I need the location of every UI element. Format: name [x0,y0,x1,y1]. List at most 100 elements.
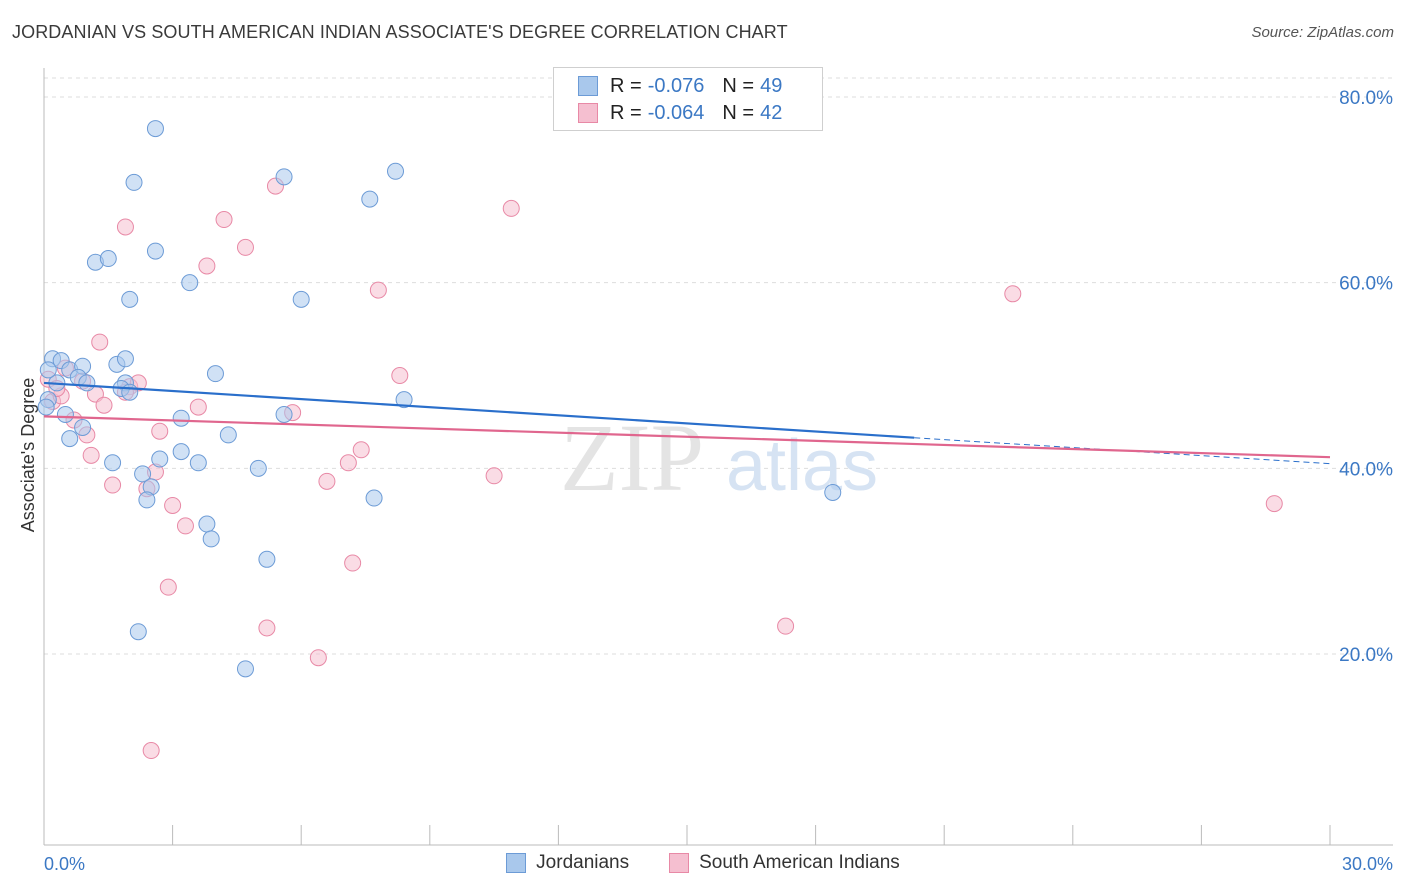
legend-label-jordanians: Jordanians [536,852,630,873]
watermark-zip: ZIP [560,404,704,511]
chart-source: Source: ZipAtlas.com [1251,24,1394,41]
point-south-american-indians [1265,495,1283,513]
point-south-american-indians [82,446,100,464]
point-jordanians [37,398,55,416]
y-tick-label: 60.0% [1339,274,1393,295]
point-jordanians [129,623,147,641]
point-south-american-indians [391,367,409,384]
point-south-american-indians [215,211,233,229]
point-south-american-indians [502,199,520,217]
y-tick-label: 20.0% [1339,645,1393,666]
point-jordanians [125,173,143,191]
point-jordanians [116,350,134,368]
point-jordanians [258,550,276,568]
point-south-american-indians [344,554,362,572]
point-south-american-indians [104,476,122,494]
point-jordanians [219,426,237,444]
point-jordanians [206,365,224,383]
y-tick-label: 80.0% [1339,88,1393,109]
point-jordanians [74,418,92,436]
x-axis [43,68,1393,846]
stats-legend-row-jordanians: R = -0.076 N = 49 [578,74,782,98]
legend-item-south-american-indians[interactable]: South American Indians [669,852,900,874]
legend-swatch-jordanians [578,76,598,96]
gridlines [44,77,1393,655]
point-south-american-indians [95,396,113,414]
point-jordanians [134,465,152,483]
stats-legend: R = -0.076 N = 49 R = -0.064 N = 42 [553,67,823,131]
point-jordanians [275,405,293,423]
point-south-american-indians [485,467,503,485]
point-jordanians [365,489,383,507]
y-axis-tick-labels: 20.0% 40.0% 60.0% 80.0% [1339,88,1393,666]
chart-title: JORDANIAN VS SOUTH AMERICAN INDIAN ASSOC… [12,22,788,42]
trend-line-south-american-indians [43,415,1331,459]
point-jordanians [104,454,122,472]
point-south-american-indians [159,578,177,596]
point-jordanians [138,491,156,509]
point-jordanians [202,530,220,548]
n-value: 42 [760,101,783,124]
series-legend: Jordanians South American Indians [0,852,1406,874]
y-axis-label: Associate's Degree [18,378,38,533]
r-label: R = [610,74,642,97]
legend-label-south-american-indians: South American Indians [699,852,900,873]
n-label: N = [722,101,755,124]
x-tick-label-max: 30.0% [1342,854,1393,874]
point-south-american-indians [369,281,387,299]
n-value: 49 [760,74,783,97]
legend-swatch-sai [578,103,598,123]
trend-line-jordanians [43,381,915,439]
point-jordanians [361,190,379,208]
point-jordanians [275,168,293,186]
point-jordanians [387,162,405,180]
point-jordanians [56,405,74,423]
point-jordanians [146,120,164,138]
r-value: -0.076 [647,74,705,97]
x-tick-label-min: 0.0% [44,854,85,874]
point-south-american-indians [142,742,160,760]
point-jordanians [249,459,267,477]
y-tick-label: 40.0% [1339,459,1393,480]
point-jordanians [78,374,96,392]
point-jordanians [121,383,139,401]
point-south-american-indians [116,218,134,236]
point-south-american-indians [352,441,370,459]
point-south-american-indians [189,398,207,416]
n-label: N = [722,74,755,97]
point-south-american-indians [318,472,336,490]
point-jordanians [292,290,310,308]
legend-item-jordanians[interactable]: Jordanians [506,852,629,874]
point-jordanians [181,274,199,292]
point-jordanians [824,483,842,501]
stats-legend-row-sai: R = -0.064 N = 42 [578,101,782,125]
series-jordanians-points [37,120,842,678]
point-south-american-indians [91,333,109,351]
point-south-american-indians [339,454,357,472]
r-label: R = [610,101,642,124]
point-south-american-indians [176,517,194,535]
trend-lines [43,381,1331,465]
r-value: -0.064 [647,101,705,124]
point-south-american-indians [164,496,182,514]
point-jordanians [99,250,117,268]
point-south-american-indians [309,649,327,667]
point-jordanians [39,361,57,379]
point-jordanians [236,660,254,678]
legend-swatch-sai [669,853,690,873]
legend-swatch-jordanians [506,853,527,873]
point-jordanians [121,290,139,308]
point-jordanians [61,430,79,448]
point-south-american-indians [236,238,254,256]
point-south-american-indians [198,257,216,275]
point-south-american-indians [1004,285,1022,303]
point-jordanians [172,409,190,427]
point-jordanians [172,443,190,461]
point-jordanians [189,454,207,472]
point-jordanians [146,242,164,260]
point-jordanians [151,450,169,468]
point-south-american-indians [258,619,276,637]
point-jordanians [395,391,413,409]
point-south-american-indians [777,617,795,635]
